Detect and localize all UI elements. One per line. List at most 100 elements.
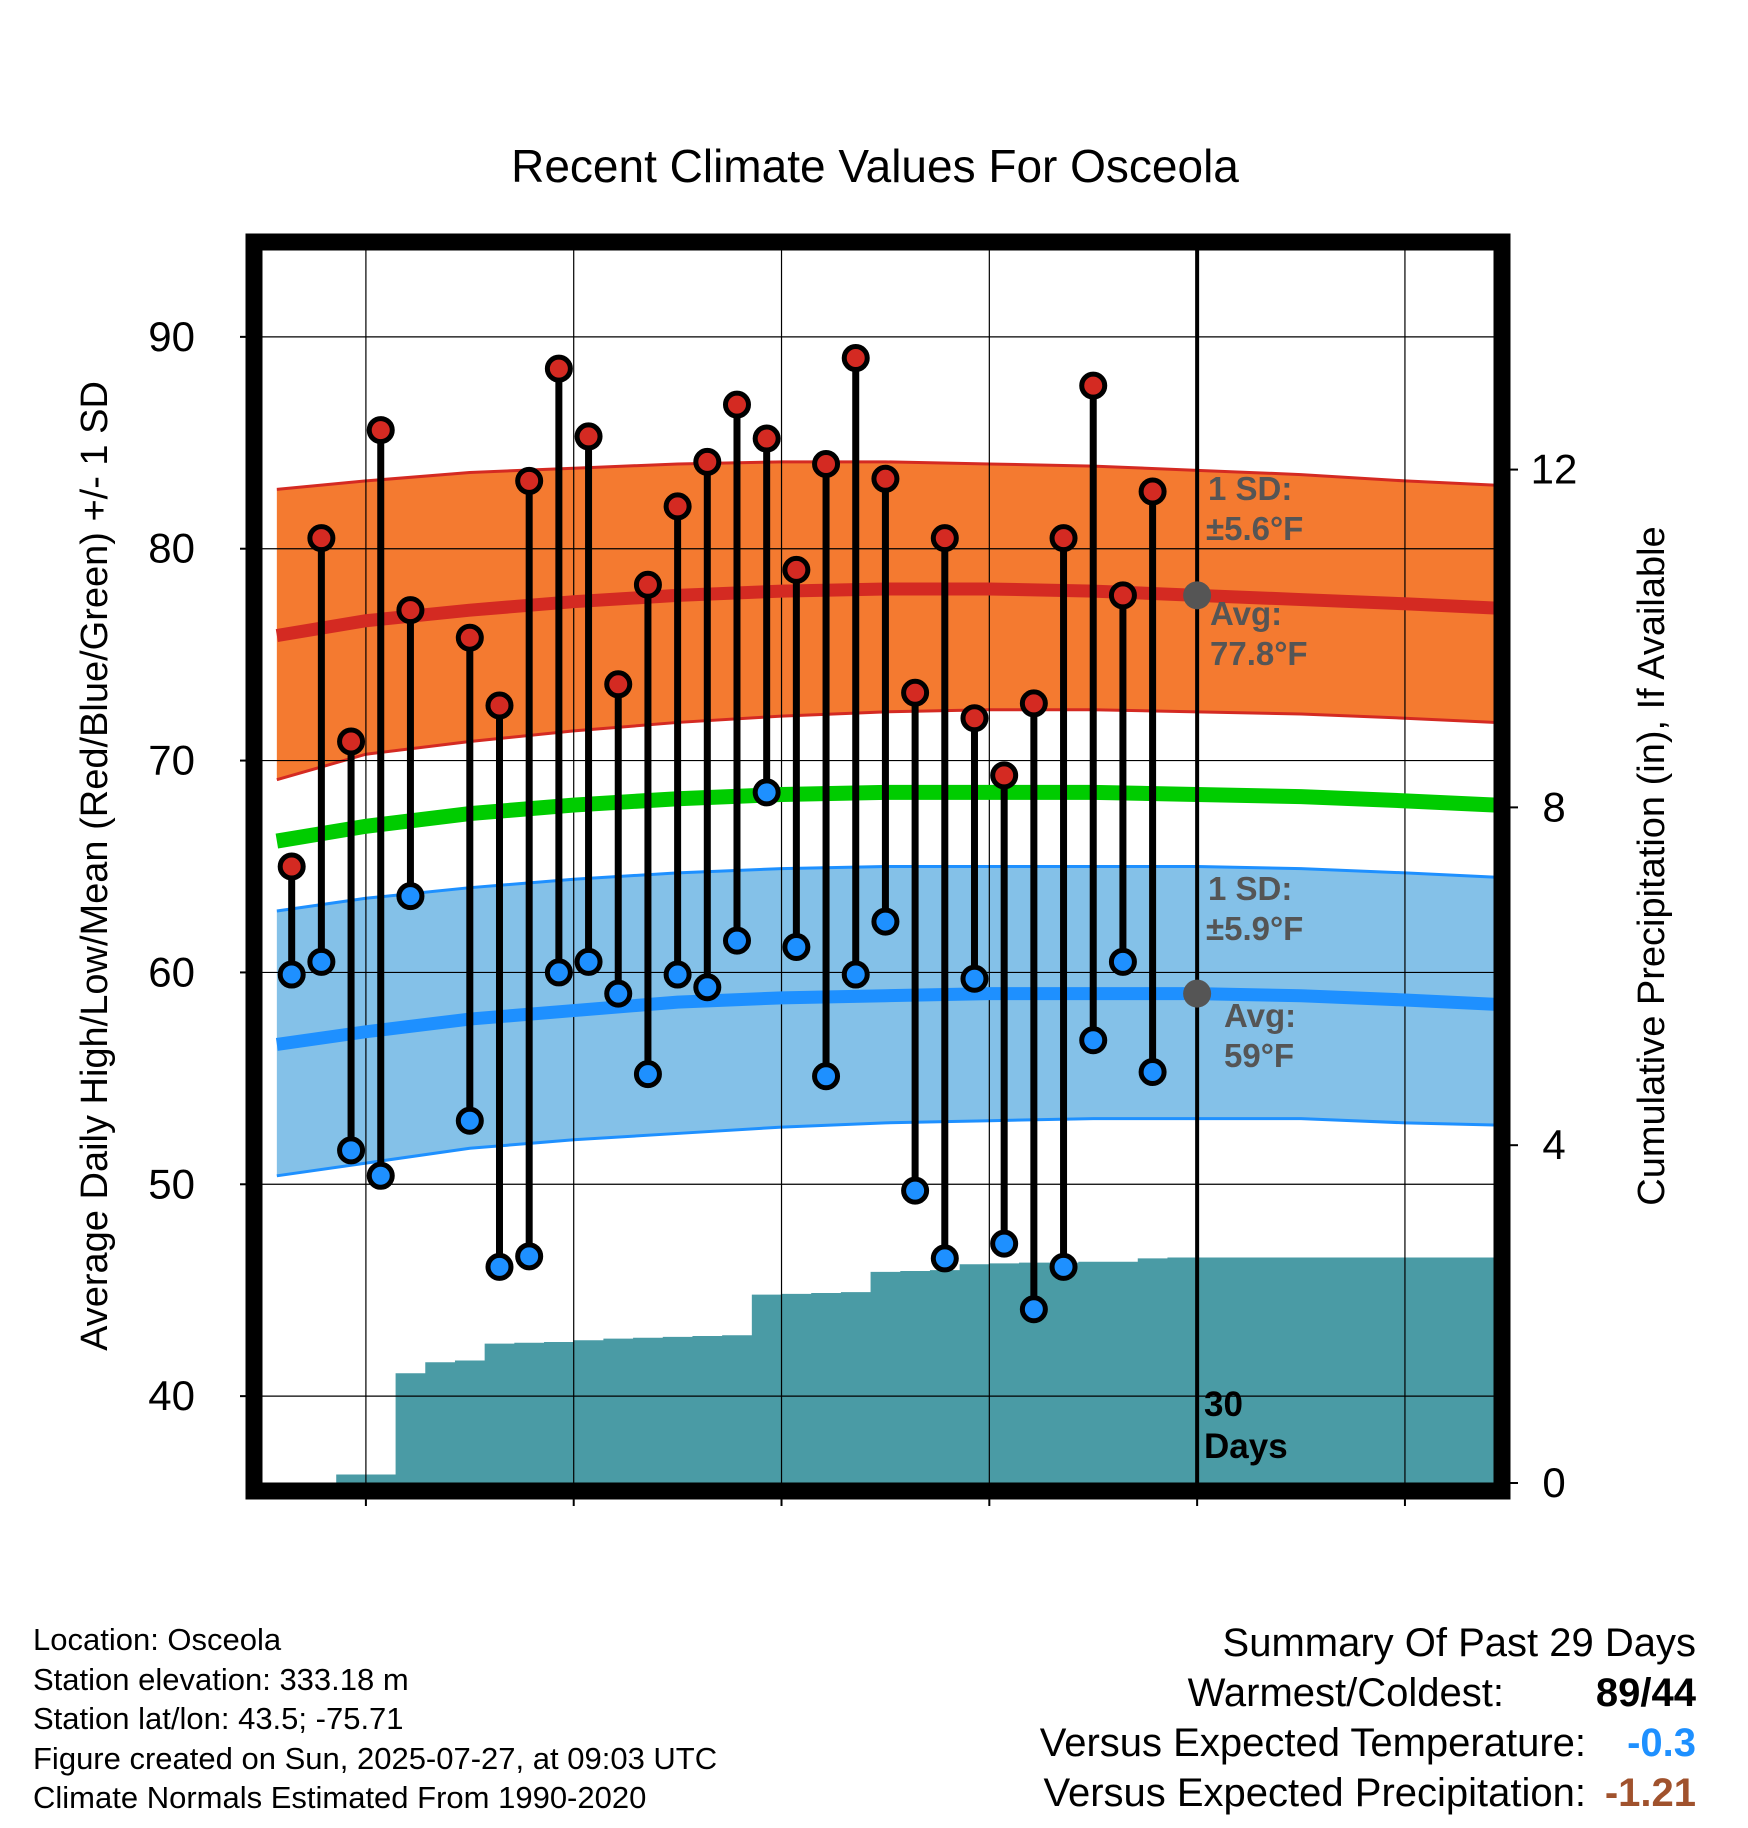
y-tick-label: 90 xyxy=(148,313,195,360)
y-tick-label: 70 xyxy=(148,737,195,784)
summary-title: Summary Of Past 29 Days xyxy=(1222,1621,1696,1665)
daily-high-point xyxy=(693,447,722,476)
daily-high-point xyxy=(871,464,900,493)
y2-tick-label: 4 xyxy=(1542,1121,1565,1168)
daily-low-point xyxy=(455,1106,484,1135)
daily-low-point xyxy=(663,960,692,989)
daily-high-point xyxy=(1049,524,1078,553)
daily-low-point xyxy=(277,960,306,989)
daily-low-point xyxy=(930,1244,959,1273)
daily-high-point xyxy=(722,390,751,419)
daily-high-point xyxy=(782,555,811,584)
y-tick-label: 80 xyxy=(148,525,195,572)
summary-warm-cold: Warmest/Coldest: 89/44 xyxy=(1040,1668,1696,1718)
daily-low-point xyxy=(544,958,573,987)
days-word-label: Days xyxy=(1204,1427,1288,1466)
daily-high-point xyxy=(544,354,573,383)
daily-high-point xyxy=(663,492,692,521)
daily-high-point xyxy=(990,761,1019,790)
daily-high-point xyxy=(455,623,484,652)
summary-temp: Versus Expected Temperature: -0.3 xyxy=(1040,1718,1696,1768)
location-text: Location: Osceola xyxy=(33,1622,282,1657)
y-tick-label: 40 xyxy=(148,1372,195,1419)
daily-low-point xyxy=(901,1176,930,1205)
warm-cold-value: 89/44 xyxy=(1595,1671,1696,1715)
y-tick-label: 50 xyxy=(148,1160,195,1207)
daily-low-point xyxy=(1108,947,1137,976)
daily-high-point xyxy=(633,570,662,599)
daily-low-point xyxy=(633,1060,662,1089)
daily-low-point xyxy=(752,778,781,807)
y2-tick-label: 12 xyxy=(1531,446,1578,493)
temp-label: Versus Expected Temperature: xyxy=(1039,1721,1586,1765)
daily-high-point xyxy=(1138,477,1167,506)
daily-high-point xyxy=(960,704,989,733)
daily-low-point xyxy=(871,907,900,936)
elevation-text: Station elevation: 333.18 m xyxy=(33,1661,409,1697)
daily-low-point xyxy=(337,1136,366,1165)
daily-low-point xyxy=(1019,1295,1048,1324)
daily-high-point xyxy=(901,678,930,707)
daily-high-point xyxy=(337,727,366,756)
daily-low-point xyxy=(1049,1252,1078,1281)
daily-high-point xyxy=(752,424,781,453)
precip-area xyxy=(276,1257,1494,1483)
daily-high-point xyxy=(366,416,395,445)
daily-low-point xyxy=(722,926,751,955)
normal-high-band-upper-edge xyxy=(276,460,1494,491)
low-avg-label: Avg: xyxy=(1224,997,1296,1034)
high-sd-value: ±5.6°F xyxy=(1206,510,1303,547)
created-text: Figure created on Sun, 2025-07-27, at 09… xyxy=(33,1740,718,1776)
daily-high-point xyxy=(1019,689,1048,718)
daily-low-point xyxy=(782,933,811,962)
x-tick-label: Jul 13 xyxy=(729,1539,833,1540)
normals-text: Climate Normals Estimated From 1990-2020 xyxy=(33,1780,647,1815)
y2-axis-title: Cumulative Precipitation (in), If Availa… xyxy=(1631,526,1673,1205)
precip-label: Versus Expected Precipitation: xyxy=(1043,1771,1586,1815)
summary-panel: Summary Of Past 29 Days Warmest/Coldest:… xyxy=(1040,1618,1696,1818)
low-avg-value: 59°F xyxy=(1224,1037,1294,1074)
daily-high-point xyxy=(1079,371,1108,400)
daily-high-point xyxy=(396,596,425,625)
latlon-text: Station lat/lon: 43.5; -75.71 xyxy=(33,1701,404,1736)
x-tick-label: Jun 29 xyxy=(307,1539,424,1540)
normal-low-band xyxy=(276,866,1494,1176)
daily-low-point xyxy=(366,1161,395,1190)
x-tick-label: Today xyxy=(1145,1539,1250,1540)
y2-tick-label: 0 xyxy=(1542,1459,1565,1506)
high-avg-value: 77.8°F xyxy=(1210,635,1308,672)
daily-low-point xyxy=(960,964,989,993)
today-high-avg-marker xyxy=(1183,581,1212,610)
low-sd-label: 1 SD: xyxy=(1208,870,1292,907)
daily-low-point xyxy=(396,882,425,911)
chart-title: Recent Climate Values For Osceola xyxy=(511,140,1239,192)
daily-high-point xyxy=(930,524,959,553)
high-sd-label: 1 SD: xyxy=(1208,470,1292,507)
daily-high-point xyxy=(515,466,544,495)
daily-low-point xyxy=(604,979,633,1008)
daily-high-point xyxy=(841,344,870,373)
temp-value: -0.3 xyxy=(1627,1721,1696,1765)
station-info: Location: Osceola Station elevation: 333… xyxy=(33,1620,717,1818)
x-tick-label: Jul 06 xyxy=(522,1539,626,1540)
x-tick-label: Jul 20 xyxy=(937,1539,1041,1540)
daily-low-point xyxy=(990,1229,1019,1258)
daily-low-point xyxy=(485,1252,514,1281)
daily-low-point xyxy=(693,973,722,1002)
daily-low-point xyxy=(812,1062,841,1091)
precip-value: -1.21 xyxy=(1604,1771,1696,1815)
days-count-label: 30 xyxy=(1204,1385,1243,1424)
daily-low-point xyxy=(307,947,336,976)
daily-low-point xyxy=(1138,1058,1167,1086)
y-tick-label: 60 xyxy=(148,948,195,995)
daily-high-point xyxy=(307,524,336,553)
daily-high-point xyxy=(485,691,514,720)
today-low-avg-marker xyxy=(1183,979,1212,1008)
low-sd-value: ±5.9°F xyxy=(1206,910,1303,947)
daily-low-point xyxy=(515,1242,544,1271)
daily-high-point xyxy=(574,422,603,451)
high-avg-label: Avg: xyxy=(1210,595,1282,632)
y2-tick-label: 8 xyxy=(1542,783,1565,830)
